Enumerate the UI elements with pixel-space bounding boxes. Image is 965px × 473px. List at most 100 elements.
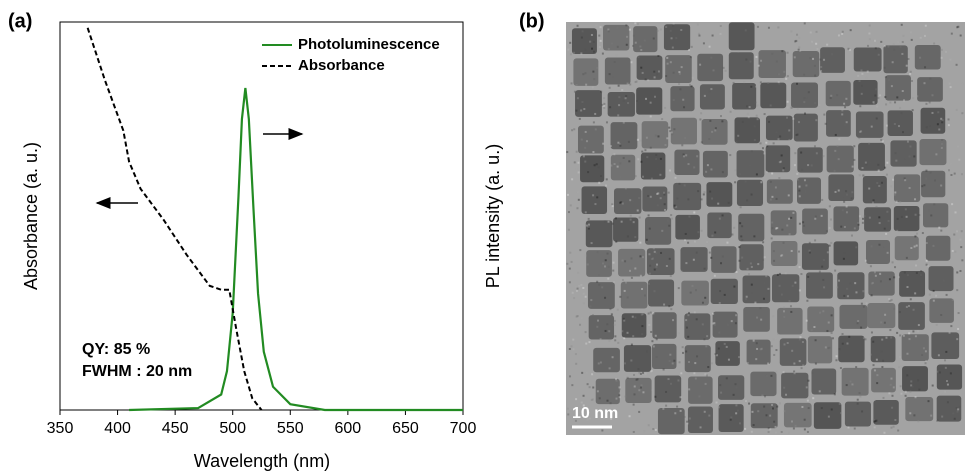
noise <box>861 84 864 87</box>
noise <box>684 137 687 140</box>
nanocrystal <box>885 75 911 101</box>
noise <box>580 36 583 39</box>
noise <box>624 260 627 263</box>
noise <box>855 291 858 294</box>
noise <box>930 414 933 417</box>
noise <box>873 39 876 42</box>
noise <box>891 61 894 64</box>
noise <box>663 203 666 206</box>
noise <box>897 276 900 279</box>
noise <box>725 345 728 348</box>
noise <box>656 29 659 32</box>
noise <box>893 48 896 51</box>
noise <box>678 71 681 74</box>
noise <box>772 142 775 145</box>
noise <box>881 338 884 341</box>
noise <box>925 126 928 129</box>
nanocrystal <box>766 179 793 204</box>
noise <box>940 56 943 59</box>
noise <box>961 82 964 85</box>
noise <box>900 392 903 395</box>
noise <box>634 81 637 84</box>
noise <box>616 308 619 311</box>
noise <box>647 312 650 315</box>
noise <box>762 241 765 244</box>
noise <box>876 374 879 377</box>
noise <box>862 217 865 220</box>
noise <box>923 34 926 37</box>
noise <box>609 402 612 405</box>
noise <box>618 388 621 391</box>
noise <box>573 90 576 93</box>
noise <box>786 51 789 54</box>
noise <box>874 274 877 277</box>
noise <box>651 257 654 260</box>
noise <box>731 72 734 75</box>
noise <box>621 259 624 262</box>
noise <box>723 293 726 296</box>
noise <box>783 316 786 319</box>
noise <box>911 385 914 388</box>
noise <box>567 211 570 214</box>
noise <box>940 146 943 149</box>
noise <box>698 395 701 398</box>
noise <box>956 410 959 413</box>
noise <box>566 193 569 196</box>
noise <box>693 311 696 314</box>
noise <box>825 230 828 233</box>
nanocrystal <box>931 332 960 359</box>
nanocrystal <box>687 406 713 433</box>
noise <box>906 286 909 289</box>
noise <box>850 423 853 426</box>
noise <box>882 245 885 248</box>
noise <box>892 178 895 181</box>
noise <box>900 215 903 218</box>
nanocrystal <box>610 154 636 181</box>
noise <box>618 96 621 99</box>
noise <box>624 281 627 284</box>
noise <box>770 374 773 377</box>
noise <box>762 297 765 300</box>
noise <box>616 165 619 168</box>
noise <box>798 360 801 363</box>
noise <box>652 247 655 250</box>
noise <box>761 147 764 150</box>
nanocrystal <box>797 177 822 204</box>
noise <box>827 321 830 324</box>
noise <box>608 410 611 413</box>
noise <box>645 97 648 100</box>
noise <box>782 169 785 172</box>
noise <box>869 353 872 356</box>
noise <box>881 140 884 143</box>
x-tick-label: 550 <box>277 420 304 437</box>
noise <box>910 247 913 250</box>
noise <box>928 101 931 104</box>
noise <box>592 40 595 43</box>
noise <box>672 22 675 25</box>
noise <box>721 214 724 217</box>
noise <box>604 296 607 299</box>
noise <box>906 352 909 355</box>
noise <box>763 152 766 155</box>
noise <box>601 286 604 289</box>
noise <box>823 113 826 116</box>
noise <box>837 158 840 161</box>
nanocrystal <box>710 278 738 305</box>
noise <box>602 142 605 145</box>
noise <box>899 45 902 48</box>
noise <box>612 269 615 272</box>
noise <box>858 137 861 140</box>
noise <box>616 45 619 48</box>
noise <box>568 281 571 284</box>
noise <box>726 241 729 244</box>
noise <box>959 269 962 272</box>
noise <box>671 46 674 49</box>
noise <box>705 374 708 377</box>
noise <box>672 99 675 102</box>
noise <box>791 420 794 423</box>
noise <box>869 161 872 164</box>
nanocrystal <box>807 306 835 333</box>
noise <box>596 280 599 283</box>
noise <box>866 70 869 73</box>
noise <box>785 393 788 396</box>
